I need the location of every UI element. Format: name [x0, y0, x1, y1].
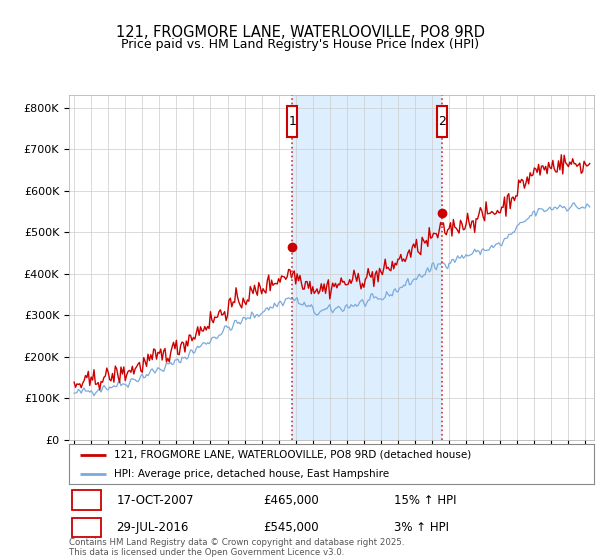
FancyBboxPatch shape [71, 491, 101, 510]
Text: 1: 1 [82, 493, 90, 507]
FancyBboxPatch shape [71, 517, 101, 537]
Text: Contains HM Land Registry data © Crown copyright and database right 2025.
This d: Contains HM Land Registry data © Crown c… [69, 538, 404, 557]
FancyBboxPatch shape [437, 106, 447, 137]
Text: £545,000: £545,000 [263, 521, 319, 534]
Text: HPI: Average price, detached house, East Hampshire: HPI: Average price, detached house, East… [113, 469, 389, 478]
Text: 1: 1 [288, 115, 296, 128]
Text: 121, FROGMORE LANE, WATERLOOVILLE, PO8 9RD (detached house): 121, FROGMORE LANE, WATERLOOVILLE, PO8 9… [113, 450, 471, 460]
Text: 15% ↑ HPI: 15% ↑ HPI [395, 493, 457, 507]
FancyBboxPatch shape [287, 106, 297, 137]
Text: 2: 2 [438, 115, 446, 128]
Bar [292, 95, 442, 440]
Text: 17-OCT-2007: 17-OCT-2007 [116, 493, 194, 507]
Text: 3% ↑ HPI: 3% ↑ HPI [395, 521, 449, 534]
Text: Price paid vs. HM Land Registry's House Price Index (HPI): Price paid vs. HM Land Registry's House … [121, 38, 479, 51]
Text: 2: 2 [82, 521, 90, 534]
Text: 121, FROGMORE LANE, WATERLOOVILLE, PO8 9RD: 121, FROGMORE LANE, WATERLOOVILLE, PO8 9… [115, 25, 485, 40]
Text: £465,000: £465,000 [263, 493, 319, 507]
Text: 29-JUL-2016: 29-JUL-2016 [116, 521, 188, 534]
